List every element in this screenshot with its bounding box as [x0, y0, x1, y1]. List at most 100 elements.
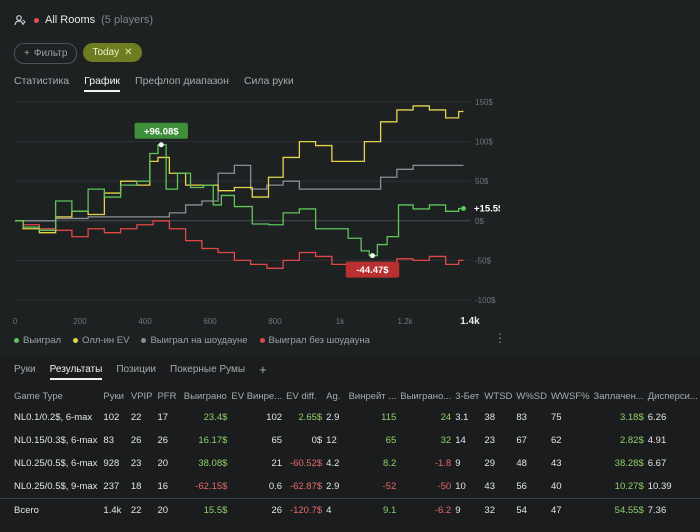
- column-header[interactable]: VPIP: [130, 390, 153, 402]
- column-header[interactable]: Выиграно...: [400, 390, 452, 402]
- today-filter-chip[interactable]: Today ✕: [83, 43, 142, 62]
- table-cell: 83: [516, 412, 527, 423]
- table-cell: 38: [484, 412, 495, 423]
- column-header[interactable]: WTSD: [484, 390, 513, 402]
- table-cell: 38.08$: [198, 458, 228, 469]
- tab-hand-strength[interactable]: Сила руки: [243, 75, 294, 87]
- table-cell: 47: [549, 498, 592, 522]
- legend-won[interactable]: Выиграл: [14, 335, 61, 346]
- table-row[interactable]: Всего 1.4k 22 20 15.5$ 26 -120.7$ 4 9.1 -6.2 9 32 54…: [0, 498, 700, 522]
- table-cell: 10.27$: [614, 481, 644, 492]
- max-callout: +96.08$: [144, 126, 179, 137]
- tab-stats[interactable]: Статистика: [14, 75, 70, 87]
- table-cell: 65: [385, 435, 397, 446]
- table-cell: 26: [157, 435, 169, 446]
- column-header[interactable]: EV diff.: [286, 390, 317, 402]
- column-header[interactable]: WWSF%: [551, 390, 590, 402]
- table-cell: 2.65$: [298, 412, 323, 423]
- legend-allin-ev[interactable]: Олл-ин EV: [73, 335, 129, 346]
- column-header[interactable]: EV Винре...: [231, 390, 283, 402]
- column-header[interactable]: PFR: [157, 390, 177, 402]
- column-header[interactable]: Game Type: [14, 390, 63, 402]
- players-count: (5 players): [101, 14, 154, 26]
- column-header[interactable]: Выиграно: [183, 390, 227, 402]
- results-table: Game Type Руки VPIP PFR Выиграно EV Винре... E…: [0, 386, 700, 522]
- tab-poker-rooms[interactable]: Покерные Румы: [170, 364, 246, 375]
- table-cell: 17: [157, 412, 169, 423]
- table-cell: 4: [324, 498, 347, 522]
- tab-results[interactable]: Результаты: [49, 364, 103, 380]
- table-cell: 26: [229, 498, 285, 522]
- table-cell: 10: [455, 481, 466, 492]
- user-icon[interactable]: [14, 14, 26, 26]
- column-header[interactable]: 3-Бет: [455, 390, 480, 402]
- table-cell: 32: [440, 435, 452, 446]
- close-icon[interactable]: ✕: [124, 47, 133, 58]
- chart-legend: Выиграл Олл-ин EV Выиграл на шоудауне Вы…: [14, 335, 370, 346]
- table-cell: NL0.25/0.5$, 6-max: [14, 458, 98, 469]
- table-cell: -52: [382, 481, 397, 492]
- table-cell: 7.36: [645, 498, 700, 522]
- table-cell: 10.39: [647, 481, 672, 492]
- filter-button[interactable]: + Фильтр: [14, 43, 78, 64]
- table-cell: 16: [157, 481, 169, 492]
- rooms-title[interactable]: All Rooms: [45, 14, 96, 26]
- table-cell: 0.6: [268, 481, 283, 492]
- filter-bar: + Фильтр Today ✕: [14, 43, 142, 64]
- min-callout-box: [345, 261, 400, 278]
- column-header[interactable]: Заплачен...: [593, 390, 644, 402]
- table-cell: 102: [266, 412, 283, 423]
- x-tick-label: 1.4k: [460, 316, 480, 327]
- column-header[interactable]: W%SD: [516, 390, 548, 402]
- table-row[interactable]: NL0.1/0.2$, 6-max 102 22 17 23.4$ 102 2.65$ 2.9…: [0, 406, 700, 429]
- table-cell: 21: [271, 458, 283, 469]
- header: All Rooms (5 players): [14, 12, 153, 28]
- table-cell: 23: [484, 435, 495, 446]
- profit-chart: 150$ 100$ 50$ 0$ -50$ -100$ 0 200 400 600 800 1k 1.2…: [13, 98, 500, 327]
- table-cell: 83: [103, 435, 114, 446]
- table-cell: 14: [455, 435, 466, 446]
- table-cell: Всего: [0, 498, 102, 522]
- table-row[interactable]: NL0.25/0.5$, 6-max 928 23 20 38.08$ 21 -60.52$…: [0, 452, 700, 475]
- table-cell: -50: [437, 481, 452, 492]
- table-cell: 54.55$: [591, 498, 646, 522]
- table-cell: 43: [551, 458, 562, 469]
- table-cell: 0$: [311, 435, 323, 446]
- series-line: [15, 105, 464, 234]
- table-cell: 22: [128, 498, 156, 522]
- table-cell: -1.8: [434, 458, 452, 469]
- column-header[interactable]: Ag.: [326, 390, 341, 402]
- table-cell: 48: [516, 458, 527, 469]
- series-line: [15, 220, 464, 269]
- x-tick-label: 1k: [336, 317, 345, 326]
- table-cell: 62: [551, 435, 562, 446]
- x-tick-label: 600: [203, 317, 217, 326]
- add-tab-icon[interactable]: +: [259, 362, 267, 377]
- table-cell: 16.17$: [198, 435, 228, 446]
- column-header[interactable]: Винрейт ...: [348, 390, 397, 402]
- table-cell: 24: [440, 412, 452, 423]
- legend-non-showdown[interactable]: Выиграл без шоудауна: [259, 335, 370, 346]
- more-options-icon[interactable]: ⋮: [494, 331, 506, 345]
- table-cell: -6.2: [398, 498, 454, 522]
- tab-preflop[interactable]: Префлоп диапазон: [135, 75, 229, 87]
- tab-graph[interactable]: График: [84, 75, 121, 92]
- table-cell: 32: [482, 498, 515, 522]
- column-header[interactable]: Руки: [103, 390, 124, 402]
- legend-showdown[interactable]: Выиграл на шоудауне: [141, 335, 248, 346]
- max-callout-box: [134, 122, 188, 139]
- table-cell: -120.7$: [284, 498, 325, 522]
- y-tick-label: -100$: [475, 296, 496, 305]
- tab-hands[interactable]: Руки: [14, 364, 36, 375]
- column-header[interactable]: Дисперси...: [647, 390, 698, 402]
- tab-positions[interactable]: Позиции: [116, 364, 157, 375]
- y-tick-label: 50$: [475, 177, 489, 186]
- table-cell: 928: [103, 458, 120, 469]
- table-cell: 26: [130, 435, 142, 446]
- table-row[interactable]: NL0.25/0.5$, 9-max 237 18 16 -62.15$ 0.6 -62.8…: [0, 475, 700, 499]
- table-cell: 23.4$: [203, 412, 228, 423]
- table-cell: 15.5$: [181, 498, 230, 522]
- table-cell: NL0.1/0.2$, 6-max: [14, 412, 93, 423]
- table-cell: 9: [455, 458, 461, 469]
- table-row[interactable]: NL0.15/0.3$, 6-max 83 26 26 16.17$ 65 0$ 12 65 32…: [0, 429, 700, 452]
